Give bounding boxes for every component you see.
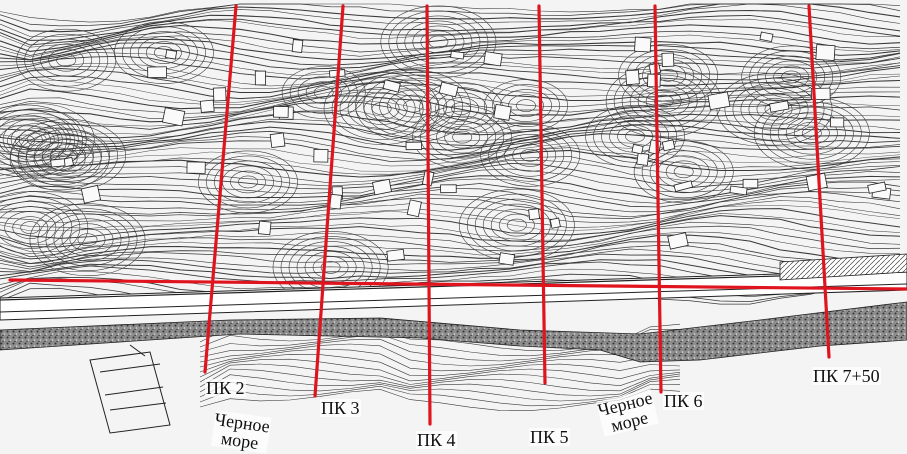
picket-line-pk7-50 [807, 4, 831, 359]
picket-label-pk7-50: ПК 7+50 [812, 366, 881, 386]
picket-label-pk2: ПК 2 [205, 378, 246, 398]
picket-line-pk2 [203, 4, 238, 374]
picket-line-pk6 [653, 4, 663, 394]
picket-label-pk6: ПК 6 [663, 391, 704, 411]
survey-grid [8, 4, 907, 426]
building-footprints [50, 31, 892, 266]
picket-line-pk3 [313, 4, 345, 398]
picket-label-pk4: ПК 4 [416, 430, 457, 450]
picket-label-pk3: ПК 3 [320, 398, 361, 418]
pier-structure [89, 344, 171, 434]
sea-label-black-sea-1: Черное море [210, 409, 271, 454]
picket-line-pk5 [537, 4, 547, 385]
contour-lines [0, 3, 901, 412]
beach-band [0, 301, 907, 363]
baseline-axis [8, 278, 907, 291]
picket-label-pk5: ПК 5 [529, 427, 570, 447]
picket-line-pk4 [425, 4, 432, 426]
